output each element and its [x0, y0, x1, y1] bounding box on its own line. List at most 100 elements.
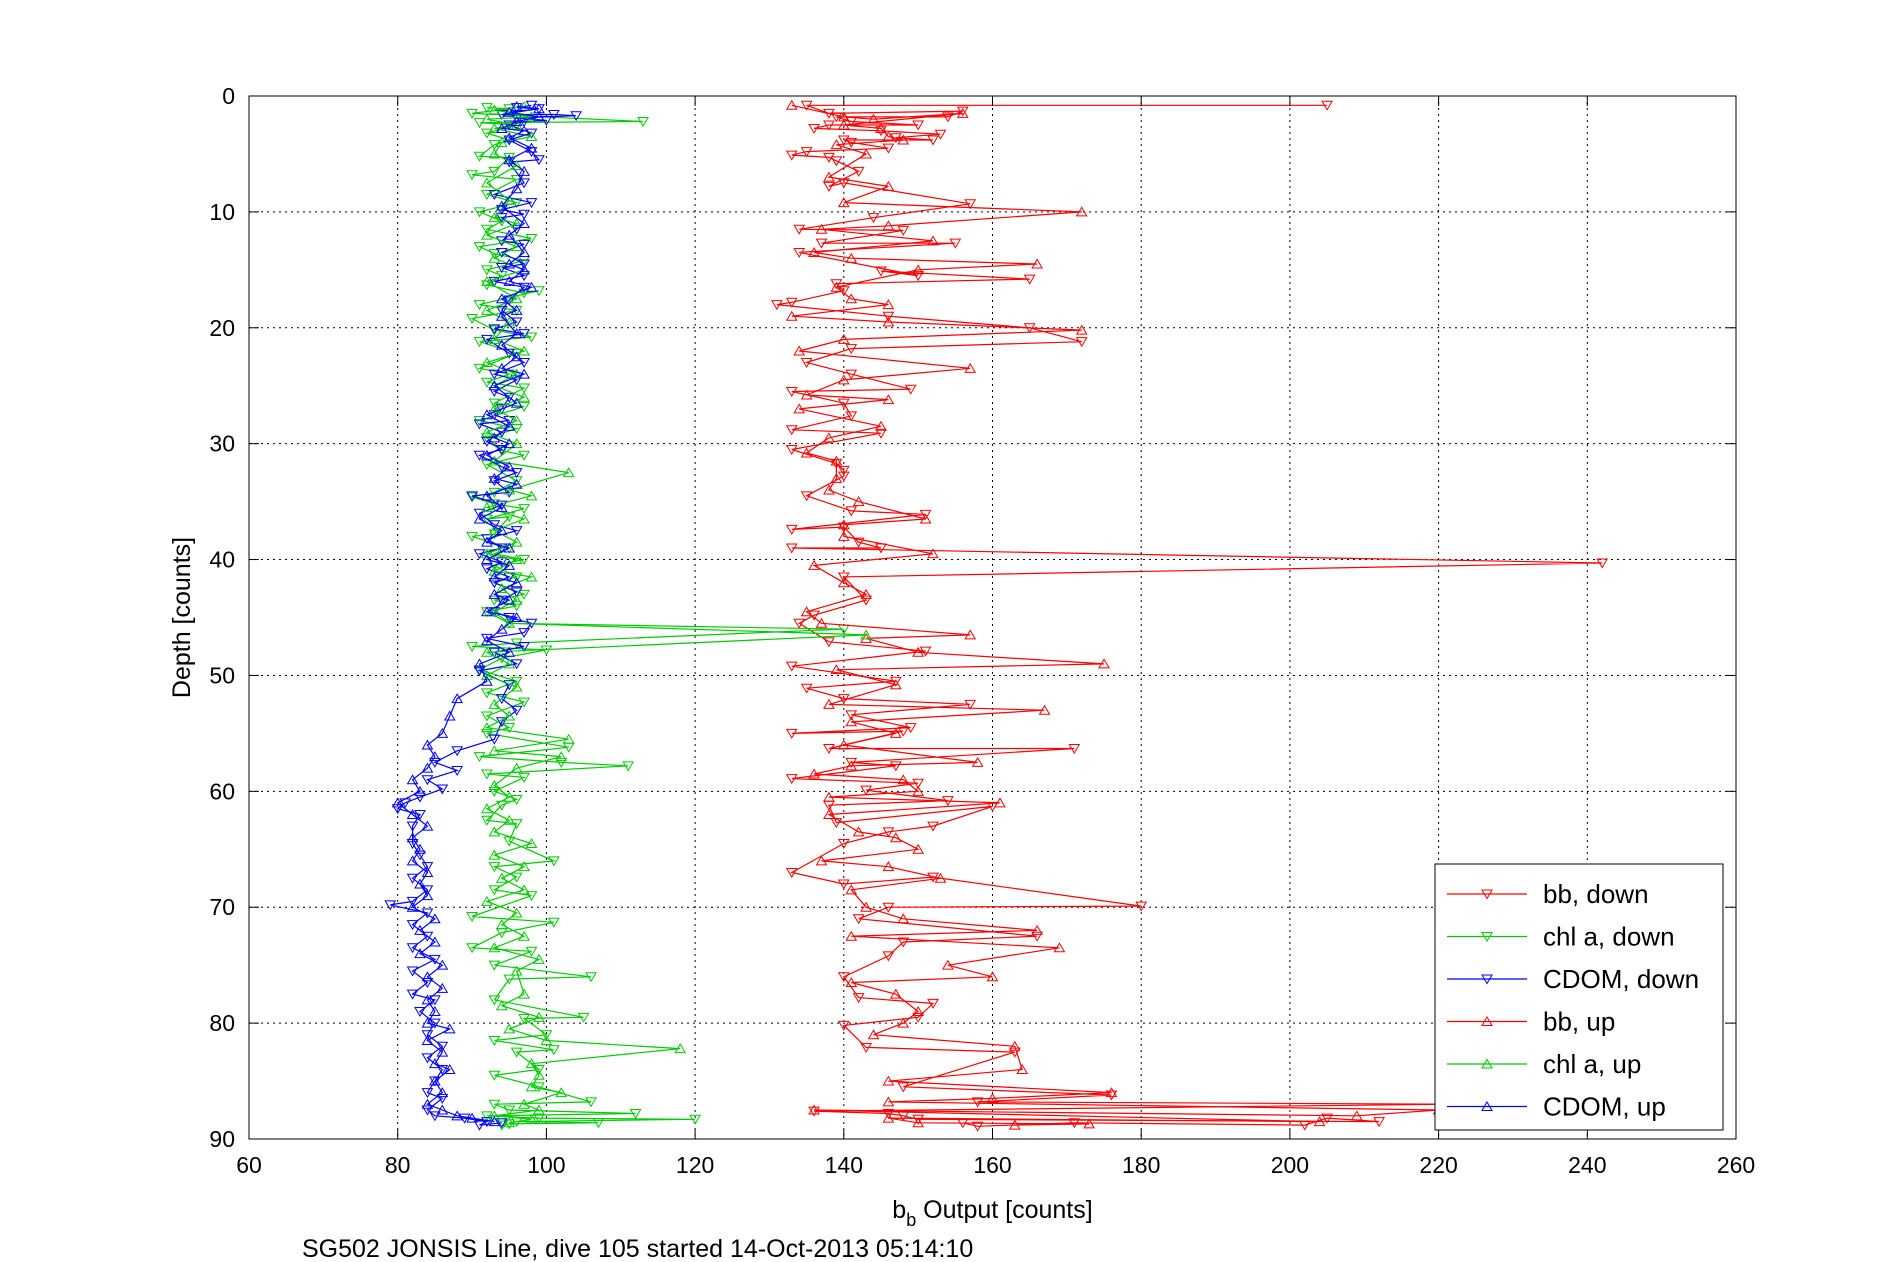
- data-point: [1068, 743, 1081, 754]
- data-point: [488, 212, 501, 223]
- data-point: [414, 810, 426, 820]
- data-point: [466, 911, 478, 922]
- data-point: [518, 239, 530, 250]
- data-point: [443, 710, 456, 721]
- data-point: [882, 316, 895, 327]
- data-point: [882, 299, 895, 310]
- data-point: [481, 357, 493, 368]
- data-point: [510, 317, 523, 328]
- data-point: [852, 826, 865, 837]
- y-tick-label: 50: [209, 662, 235, 688]
- data-point: [1596, 558, 1609, 569]
- data-point: [986, 1092, 999, 1103]
- data-point: [830, 139, 843, 150]
- data-point: [488, 333, 501, 344]
- data-point: [466, 492, 478, 503]
- data-point: [429, 1075, 441, 1086]
- data-point: [919, 646, 932, 657]
- data-point: [518, 884, 530, 895]
- data-point: [421, 1017, 434, 1028]
- data-point: [793, 345, 806, 356]
- data-point: [414, 924, 426, 935]
- data-point: [845, 757, 858, 768]
- data-point: [503, 461, 516, 472]
- data-point: [414, 878, 426, 889]
- data-point: [837, 471, 850, 482]
- data-point: [897, 134, 910, 145]
- data-point: [510, 368, 523, 379]
- data-point: [867, 213, 880, 224]
- data-point: [436, 1064, 449, 1075]
- legend-marker: [1481, 974, 1493, 985]
- data-point: [421, 820, 434, 831]
- data-point: [481, 113, 493, 124]
- data-point: [882, 220, 895, 231]
- y-axis-label: Depth [counts]: [168, 537, 196, 698]
- data-point: [823, 791, 835, 802]
- data-point: [771, 300, 783, 311]
- data-point: [495, 501, 508, 512]
- data-point: [837, 398, 850, 409]
- data-point: [414, 948, 426, 959]
- data-point: [503, 791, 516, 802]
- data-point: [927, 235, 939, 246]
- data-point: [481, 769, 493, 780]
- data-point: [860, 148, 872, 159]
- data-point: [518, 1098, 530, 1109]
- data-point: [964, 199, 977, 210]
- data-point: [845, 930, 858, 941]
- data-point: [1075, 324, 1088, 335]
- data-point: [533, 953, 545, 964]
- data-point: [785, 524, 798, 535]
- data-point: [481, 334, 493, 345]
- data-point: [510, 1047, 523, 1058]
- data-point: [510, 217, 523, 228]
- data-point: [421, 1098, 434, 1109]
- data-point: [421, 762, 434, 773]
- data-point: [518, 217, 530, 228]
- data-point: [421, 1030, 434, 1041]
- data-point: [622, 761, 635, 772]
- data-point: [845, 137, 858, 148]
- data-point: [823, 809, 835, 820]
- x-tick-label: 120: [676, 1152, 714, 1178]
- data-point: [495, 293, 508, 304]
- data-point: [488, 780, 501, 791]
- data-point: [525, 332, 538, 343]
- data-point: [495, 339, 508, 350]
- data-point: [837, 972, 850, 983]
- data-point: [488, 734, 501, 745]
- data-point: [994, 797, 1006, 808]
- data-point: [488, 606, 501, 617]
- data-point: [503, 106, 516, 117]
- data-point: [823, 637, 835, 648]
- series-line: [469, 107, 844, 1126]
- data-point: [429, 995, 441, 1006]
- data-point: [793, 618, 806, 629]
- data-point: [525, 198, 538, 209]
- data-point: [436, 784, 449, 795]
- data-point: [488, 578, 501, 589]
- data-point: [912, 1117, 925, 1128]
- data-point: [533, 1064, 545, 1075]
- data-point: [414, 785, 426, 796]
- data-point: [518, 513, 530, 524]
- data-point: [830, 112, 843, 123]
- data-point: [1373, 1117, 1385, 1128]
- data-point: [421, 890, 434, 901]
- data-point: [518, 930, 530, 941]
- data-point: [1008, 1040, 1021, 1051]
- data-point: [436, 1041, 449, 1052]
- data-point: [882, 311, 895, 322]
- data-point: [488, 398, 501, 409]
- data-point: [882, 1096, 895, 1107]
- data-point: [518, 178, 530, 189]
- data-point: [837, 838, 850, 849]
- data-point: [518, 1013, 530, 1024]
- x-tick-label: 220: [1419, 1152, 1457, 1178]
- legend-marker: [1481, 1058, 1493, 1069]
- data-point: [830, 458, 843, 469]
- data-point: [1098, 658, 1110, 669]
- data-point: [533, 1104, 545, 1115]
- data-point: [889, 676, 902, 687]
